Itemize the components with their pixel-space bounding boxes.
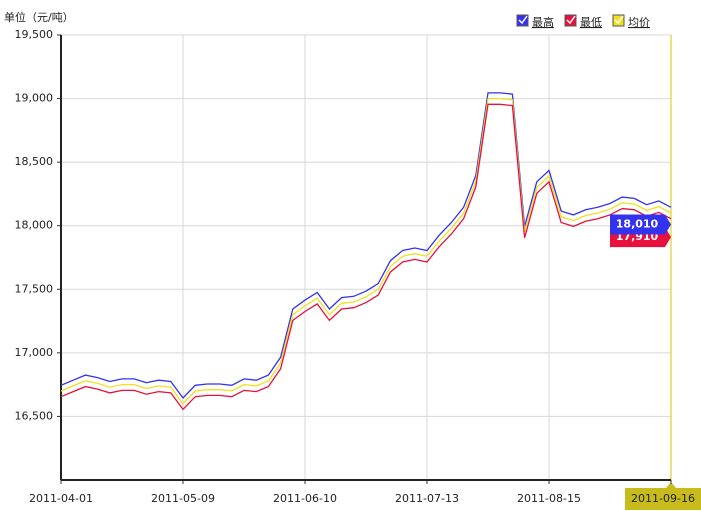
legend-item: 最低 [564, 14, 602, 29]
tooltip: 18,010 [610, 214, 671, 235]
legend-item: 最高 [516, 14, 554, 29]
y-tick-label: 18,000 [15, 219, 54, 232]
tooltip-box [610, 214, 671, 235]
legend-check [614, 15, 624, 25]
legend-checkbox [516, 14, 529, 27]
y-tick-label: 18,500 [15, 155, 54, 168]
legend-label: 最低 [580, 16, 602, 29]
legend-check [566, 15, 576, 25]
y-tick-label: 16,500 [15, 409, 54, 422]
x-tick-label: 2011-09-16 [631, 492, 695, 505]
y-tick-label: 19,500 [15, 28, 54, 41]
legend-label: 最高 [532, 15, 554, 29]
legend-check [518, 15, 528, 25]
x-tick-label: 2011-07-13 [395, 492, 459, 505]
legend-item: 均价 [612, 14, 650, 29]
x-tick-label: 2011-05-09 [151, 492, 215, 505]
y-tick-label: 19,000 [15, 92, 54, 105]
legend-checkbox [564, 14, 577, 27]
x-tick-label: 2011-08-15 [517, 492, 581, 505]
series-line [60, 97, 672, 405]
unit-label: 单位（元/吨） [4, 10, 74, 24]
x-label-pointer [666, 482, 676, 488]
x-label-highlight [625, 488, 701, 510]
tooltip-label: 18,010 [616, 217, 659, 230]
legend-label: 均价 [628, 16, 650, 29]
y-tick-label: 17,000 [15, 346, 54, 359]
x-tick-label: 2011-04-01 [29, 492, 93, 505]
series-line [60, 92, 672, 400]
y-tick-label: 17,500 [15, 282, 54, 295]
x-tick-label: 2011-06-10 [273, 492, 337, 505]
series-line [60, 103, 672, 411]
legend-checkbox [612, 14, 625, 27]
